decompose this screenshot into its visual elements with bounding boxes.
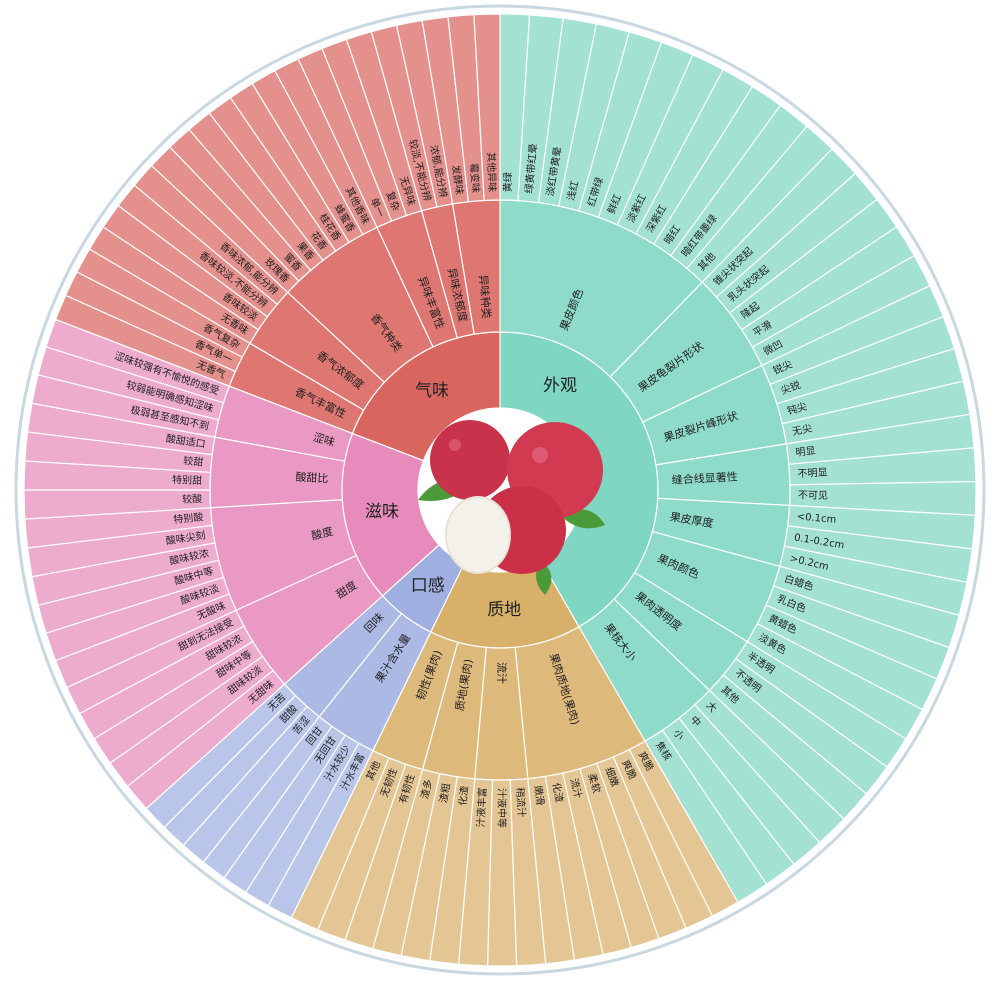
item-label: 嫩滑: [532, 785, 547, 806]
item-label: 霉变味: [467, 163, 482, 194]
item-label: 明显: [795, 445, 816, 459]
category-label-texture: 质地: [487, 600, 521, 620]
item-label: 汁液中等: [495, 788, 508, 828]
item-label: 汁液丰富: [474, 787, 489, 828]
subcategory-label: 酸度: [310, 524, 335, 543]
item-label: 特别甜: [172, 473, 202, 487]
item-label: 无尖: [791, 421, 813, 438]
item-label: 较酸: [182, 492, 202, 506]
item-label: 化渣: [550, 781, 567, 803]
item-label: 黄绿: [501, 172, 515, 192]
wheel-rings: 外观果实大小<20g20-30g30-40g>40g果实形状心形歪心形长心形短圆…: [23, 13, 977, 967]
item-label: 其他异味: [485, 152, 499, 192]
category-label-mouthfeel: 口感: [411, 576, 445, 596]
category-label-taste: 滋味: [365, 502, 399, 522]
item-label: 不明显: [797, 467, 828, 481]
category-label-appearance: 外观: [543, 376, 577, 396]
item-label: 不可见: [798, 489, 828, 502]
item-label: 较甜: [183, 454, 204, 469]
item-label: 特别酸: [173, 510, 204, 526]
subcategory-label: 缝合线显著性: [671, 469, 738, 486]
subcategory-label: 流汁: [495, 662, 509, 684]
category-label-aroma: 气味: [415, 381, 449, 401]
subcategory-label: 涩味: [312, 431, 337, 449]
subcategory-label: 酸甜比: [295, 469, 329, 485]
subcategory-label: 异味种类: [476, 274, 494, 319]
lychee-icon: [430, 420, 603, 574]
outer-rim: [14, 4, 986, 976]
item-label: 稍流汁: [514, 787, 529, 818]
item-segment: [473, 13, 501, 202]
item-label: 发酵味: [449, 164, 466, 195]
item-label: <0.1cm: [796, 511, 836, 525]
item-label: 化渣: [456, 785, 471, 806]
subcategory-label: 果皮厚度: [669, 509, 715, 530]
item-label: 渣粗: [437, 782, 453, 804]
center-image: [418, 420, 605, 595]
